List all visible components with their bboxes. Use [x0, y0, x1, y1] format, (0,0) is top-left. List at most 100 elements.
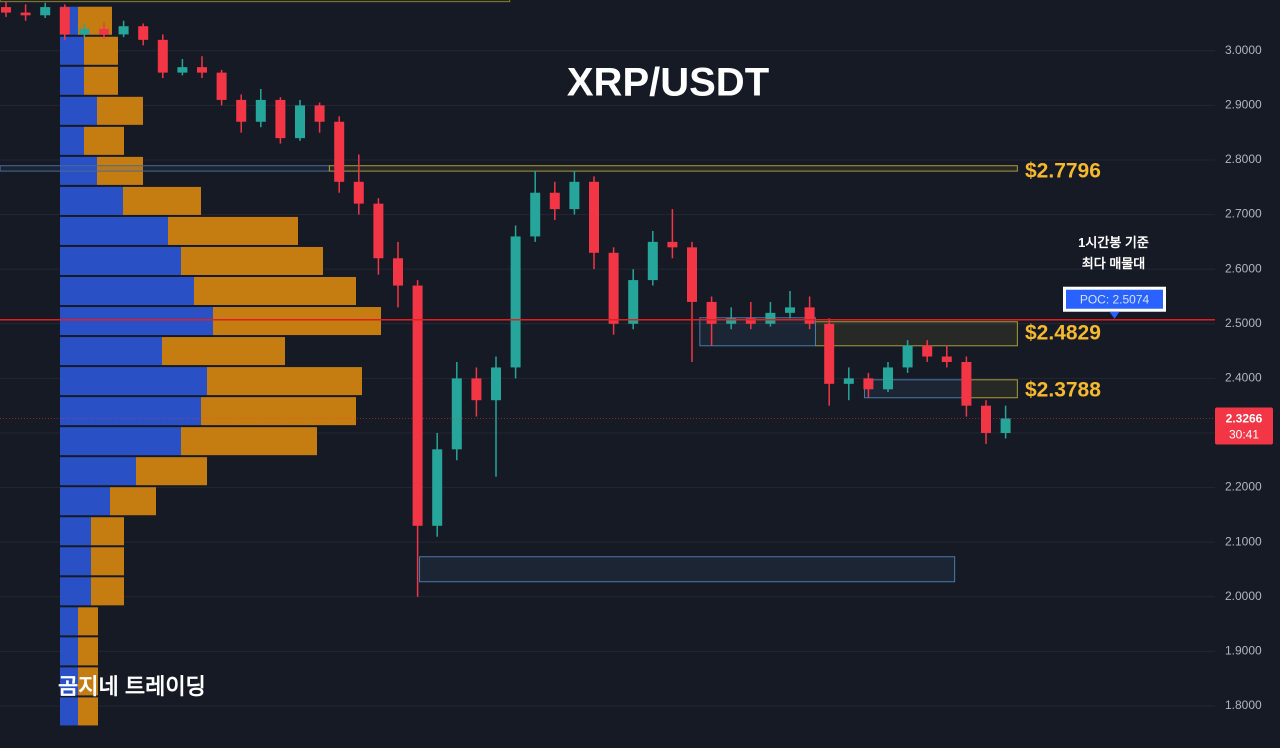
candle-body	[745, 318, 756, 324]
profile-sell	[162, 337, 285, 366]
poc-box	[1066, 289, 1163, 309]
profile-sell	[78, 667, 98, 696]
profile-buy	[60, 547, 91, 576]
profile-buy	[60, 367, 207, 396]
candle-body	[197, 67, 207, 73]
profile-buy	[60, 427, 181, 456]
candle-body	[20, 12, 31, 16]
candle-body	[608, 252, 619, 324]
profile-buy	[60, 487, 110, 516]
candle-body	[255, 99, 266, 122]
y-tick-label: 1.8000	[1225, 698, 1262, 712]
countdown-label: 30:41	[1229, 428, 1259, 442]
candle-body	[804, 307, 815, 324]
candle-body	[687, 247, 697, 302]
candle-body	[59, 7, 70, 35]
y-tick-label: 2.2000	[1225, 480, 1262, 494]
candles	[1, 1, 1011, 597]
zones	[0, 0, 1018, 583]
profile-buy	[60, 66, 84, 95]
candle-body	[451, 378, 462, 450]
profile-sell	[136, 457, 207, 486]
zone	[814, 321, 1018, 347]
profile-sell	[84, 126, 124, 155]
level-label: $2.3788	[1025, 378, 1101, 401]
candle-body	[412, 285, 423, 526]
candle-body	[177, 67, 188, 73]
y-tick-label: 2.7000	[1225, 207, 1262, 221]
y-tick-label: 2.4000	[1225, 371, 1262, 385]
zone	[963, 379, 1018, 399]
y-tick-label: 2.8000	[1225, 152, 1262, 166]
zone	[699, 317, 816, 347]
candle-body	[628, 280, 639, 324]
profile-sell	[78, 607, 98, 636]
candle-body	[118, 26, 129, 35]
candle-body	[157, 39, 168, 73]
profile-sell	[207, 367, 362, 396]
zone	[0, 165, 330, 172]
candle-body	[334, 121, 345, 182]
candle-body	[216, 72, 227, 100]
candle-body	[40, 7, 51, 16]
profile-buy	[60, 96, 97, 125]
last-price-tag	[1215, 407, 1273, 445]
y-tick-label: 2.6000	[1225, 261, 1262, 275]
profile-sell	[84, 36, 118, 65]
candle-body	[647, 241, 658, 281]
profile-sell	[84, 66, 118, 95]
candle-body	[393, 258, 403, 286]
candle-body	[138, 26, 149, 40]
candle-body	[667, 241, 678, 248]
candle-body	[236, 99, 247, 122]
poc-note: 최다 매물대	[1082, 256, 1145, 271]
candle-body	[295, 105, 305, 139]
candle-body	[765, 312, 776, 324]
candle-body	[706, 301, 717, 324]
candle-body	[863, 378, 874, 390]
zone	[419, 556, 956, 583]
poc-note: 1시간봉 기준	[1078, 235, 1149, 250]
level-label: $2.7796	[1025, 160, 1101, 183]
candle-body	[785, 307, 795, 313]
candle-body	[549, 192, 560, 210]
profile-buy	[60, 126, 84, 155]
profile-buy	[60, 216, 168, 245]
profile-sell	[91, 547, 124, 576]
zone	[0, 0, 511, 3]
candle-body	[589, 181, 599, 253]
poc-arrow	[1109, 311, 1120, 319]
candle-body	[510, 236, 521, 368]
y-tick-label: 3.0000	[1225, 43, 1262, 57]
profile-buy	[60, 697, 78, 726]
zone	[863, 379, 965, 399]
profile-sell	[91, 517, 124, 546]
profile-sell	[181, 246, 323, 275]
profile-sell	[78, 637, 98, 666]
poc-label: POC: 2.5074	[1080, 292, 1150, 306]
candle-body	[353, 181, 364, 204]
candle-body	[902, 345, 913, 368]
profile-buy	[60, 276, 194, 306]
profile-buy	[60, 397, 201, 426]
candle-body	[530, 192, 541, 237]
candle-body	[824, 323, 835, 384]
watermark: 곰지네 트레이딩	[58, 674, 206, 699]
profile-buy	[60, 307, 213, 336]
overlay: $2.7796 $2.4829 $2.3788 POC: 2.5074 1시간봉 기준최…	[0, 160, 1273, 445]
y-tick-label: 2.1000	[1225, 534, 1262, 548]
profile-sell	[181, 427, 317, 456]
chart-title: XRP/USDT	[567, 61, 769, 105]
profile-sell	[110, 487, 156, 516]
profile-buy	[60, 457, 136, 486]
candle-body	[1000, 418, 1011, 433]
candle-body	[961, 361, 972, 406]
y-tick-label: 2.0000	[1225, 589, 1262, 603]
y-tick-label: 1.9000	[1225, 644, 1262, 658]
candle-body	[981, 405, 991, 433]
candle-body	[1, 7, 11, 13]
profile-buy	[60, 667, 78, 696]
volume-profile	[60, 6, 381, 726]
candle-body	[941, 356, 952, 362]
